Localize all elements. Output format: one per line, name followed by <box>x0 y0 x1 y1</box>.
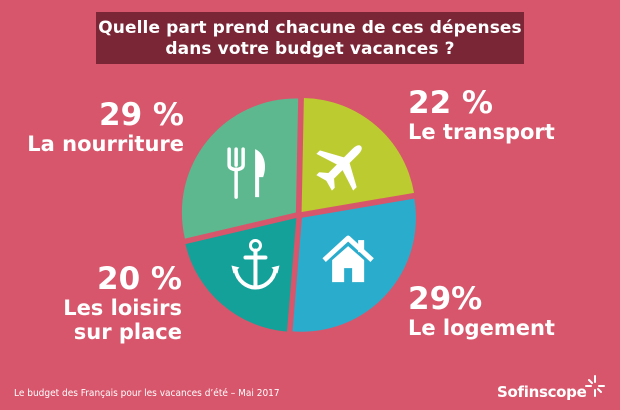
value-label-loisirs: 20 % <box>97 261 182 297</box>
brand-logo-text: Sofinscope <box>497 383 587 401</box>
label-transport: 22 % Le transport <box>408 86 555 144</box>
value-label-logement: 29% <box>408 281 483 317</box>
label-nourriture: 29 % La nourriture <box>27 98 184 156</box>
house-icon <box>322 235 374 283</box>
source-note: Le budget des Français pour les vacances… <box>14 388 280 399</box>
airplane-icon <box>316 145 362 191</box>
label-logement: 29% Le logement <box>408 282 555 340</box>
title-box: Quelle part prend chacune de ces dépense… <box>96 12 524 64</box>
label-loisirs: 20 % Les loisirs sur place <box>63 262 182 344</box>
category-label-loisirs-line2: sur place <box>73 320 182 344</box>
category-label-loisirs-line1: Les loisirs <box>63 296 182 320</box>
sparkle-icon <box>585 375 605 397</box>
pie-slice-3 <box>185 218 297 332</box>
category-label-logement: Le logement <box>408 316 555 340</box>
value-label-transport: 22 % <box>408 85 493 121</box>
fork-knife-icon <box>227 147 266 199</box>
category-label-transport: Le transport <box>408 120 555 144</box>
anchor-icon <box>231 239 280 290</box>
title-line-2: dans votre budget vacances ? <box>165 39 455 59</box>
pie-slice-1 <box>301 97 414 212</box>
category-label-nourriture: La nourriture <box>27 132 184 156</box>
title-line-1: Quelle part prend chacune de ces dépense… <box>98 18 522 38</box>
value-label-nourriture: 29 % <box>99 97 184 133</box>
